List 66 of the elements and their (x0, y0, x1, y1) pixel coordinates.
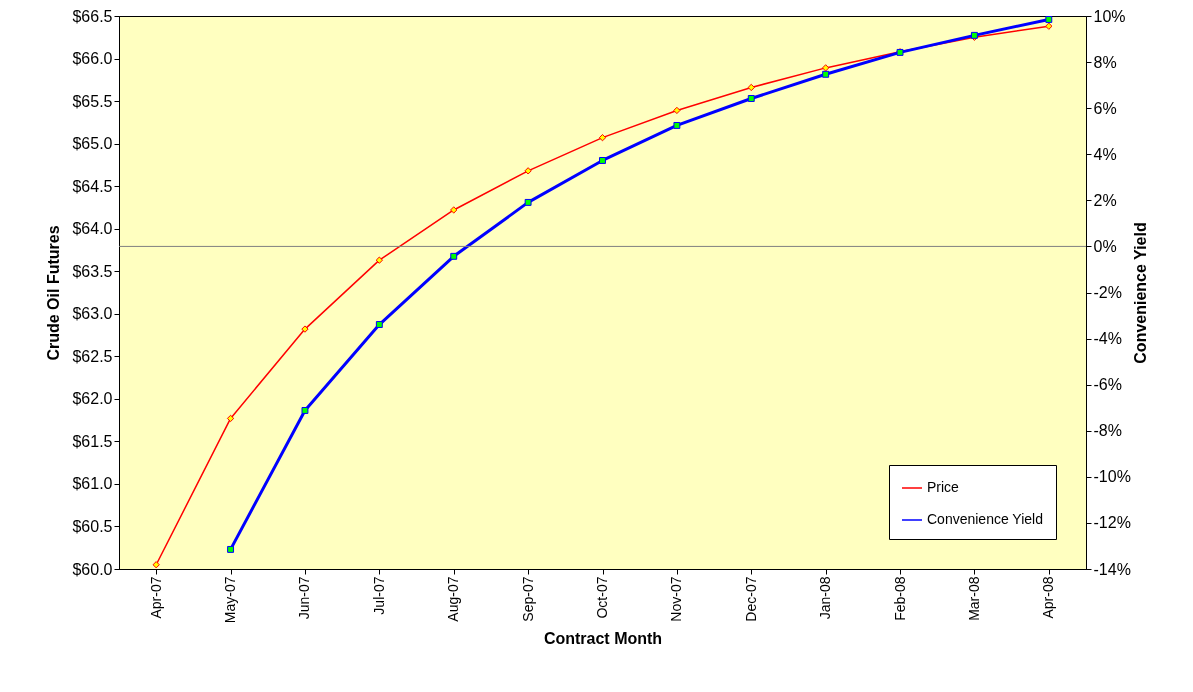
x-tick-label: May-07 (222, 576, 239, 624)
x-tick-label: Oct-07 (594, 576, 610, 619)
x-tick-label: Jun-07 (296, 576, 313, 620)
y2-tick-label: 0% (1093, 237, 1117, 255)
legend-label: Price (927, 479, 960, 495)
y-tick-label: $66.0 (72, 50, 113, 68)
point (673, 106, 681, 115)
y2-tick-label: 2% (1093, 191, 1117, 209)
point (301, 407, 309, 414)
x-tick-label: Jul-07 (370, 576, 387, 615)
y-tick-label: $64.0 (72, 220, 113, 238)
y-tick-label: $60.5 (72, 517, 113, 535)
legend-label: Convenience Yield (927, 511, 1043, 527)
y-tick-label: $63.0 (72, 305, 113, 323)
y2-tick-label: -14% (1093, 560, 1131, 578)
point (747, 83, 755, 92)
x-tick-label: Mar-08 (965, 576, 982, 621)
x-tick-label: Nov-07 (668, 576, 685, 622)
point (301, 325, 309, 333)
point (524, 167, 532, 175)
y2-tick-label: -8% (1093, 422, 1122, 440)
y-tick-label: $65.5 (72, 92, 113, 110)
x-tick-label: Feb-08 (891, 576, 908, 621)
point (524, 198, 532, 206)
y2-axis-title: Convenience Yield (1131, 222, 1149, 364)
point (375, 256, 384, 264)
y2-tick-label: 10% (1093, 7, 1126, 25)
point (226, 414, 235, 423)
y-tick-label: $61.0 (72, 475, 113, 493)
point (1045, 22, 1053, 30)
point (599, 157, 606, 164)
y2-tick-label: -2% (1093, 284, 1122, 301)
point (152, 561, 160, 569)
point (450, 252, 458, 260)
point (821, 64, 830, 72)
y2-tick-label: -12% (1093, 514, 1131, 532)
y2-tick-label: 6% (1093, 99, 1117, 117)
x-tick-label: Sep-07 (519, 576, 536, 622)
point (1045, 16, 1053, 23)
point (227, 545, 235, 553)
point (598, 134, 607, 142)
y-tick-label: $66.5 (72, 7, 113, 25)
y-tick-label: $62.0 (72, 390, 113, 408)
point (375, 321, 383, 328)
y2-tick-label: -10% (1093, 468, 1131, 486)
y-tick-label: $62.5 (72, 347, 113, 365)
point (450, 206, 458, 214)
y-tick-label: $61.5 (72, 432, 113, 450)
point (747, 95, 755, 102)
y2-tick-label: 4% (1093, 145, 1117, 163)
y-axis-title: Crude Oil Futures (45, 225, 63, 361)
point (673, 121, 681, 129)
y-tick-label: $60.0 (72, 560, 113, 578)
y-tick-label: $65.0 (72, 135, 113, 153)
point (822, 70, 830, 78)
x-tick-label: Dec-07 (742, 576, 759, 622)
y2-tick-label: -6% (1093, 376, 1122, 394)
x-axis-title: Contract Month (543, 630, 663, 648)
y2-tick-label: 8% (1093, 53, 1117, 71)
y2-tick-label: -4% (1093, 330, 1122, 348)
x-tick-label: Jan-08 (817, 576, 834, 620)
y-tick-label: $63.5 (72, 262, 113, 280)
y-tick-label: $64.5 (72, 177, 113, 195)
x-tick-label: Apr-08 (1040, 576, 1057, 619)
x-tick-label: Aug-07 (445, 576, 462, 622)
x-tick-label: Apr-07 (147, 576, 164, 619)
